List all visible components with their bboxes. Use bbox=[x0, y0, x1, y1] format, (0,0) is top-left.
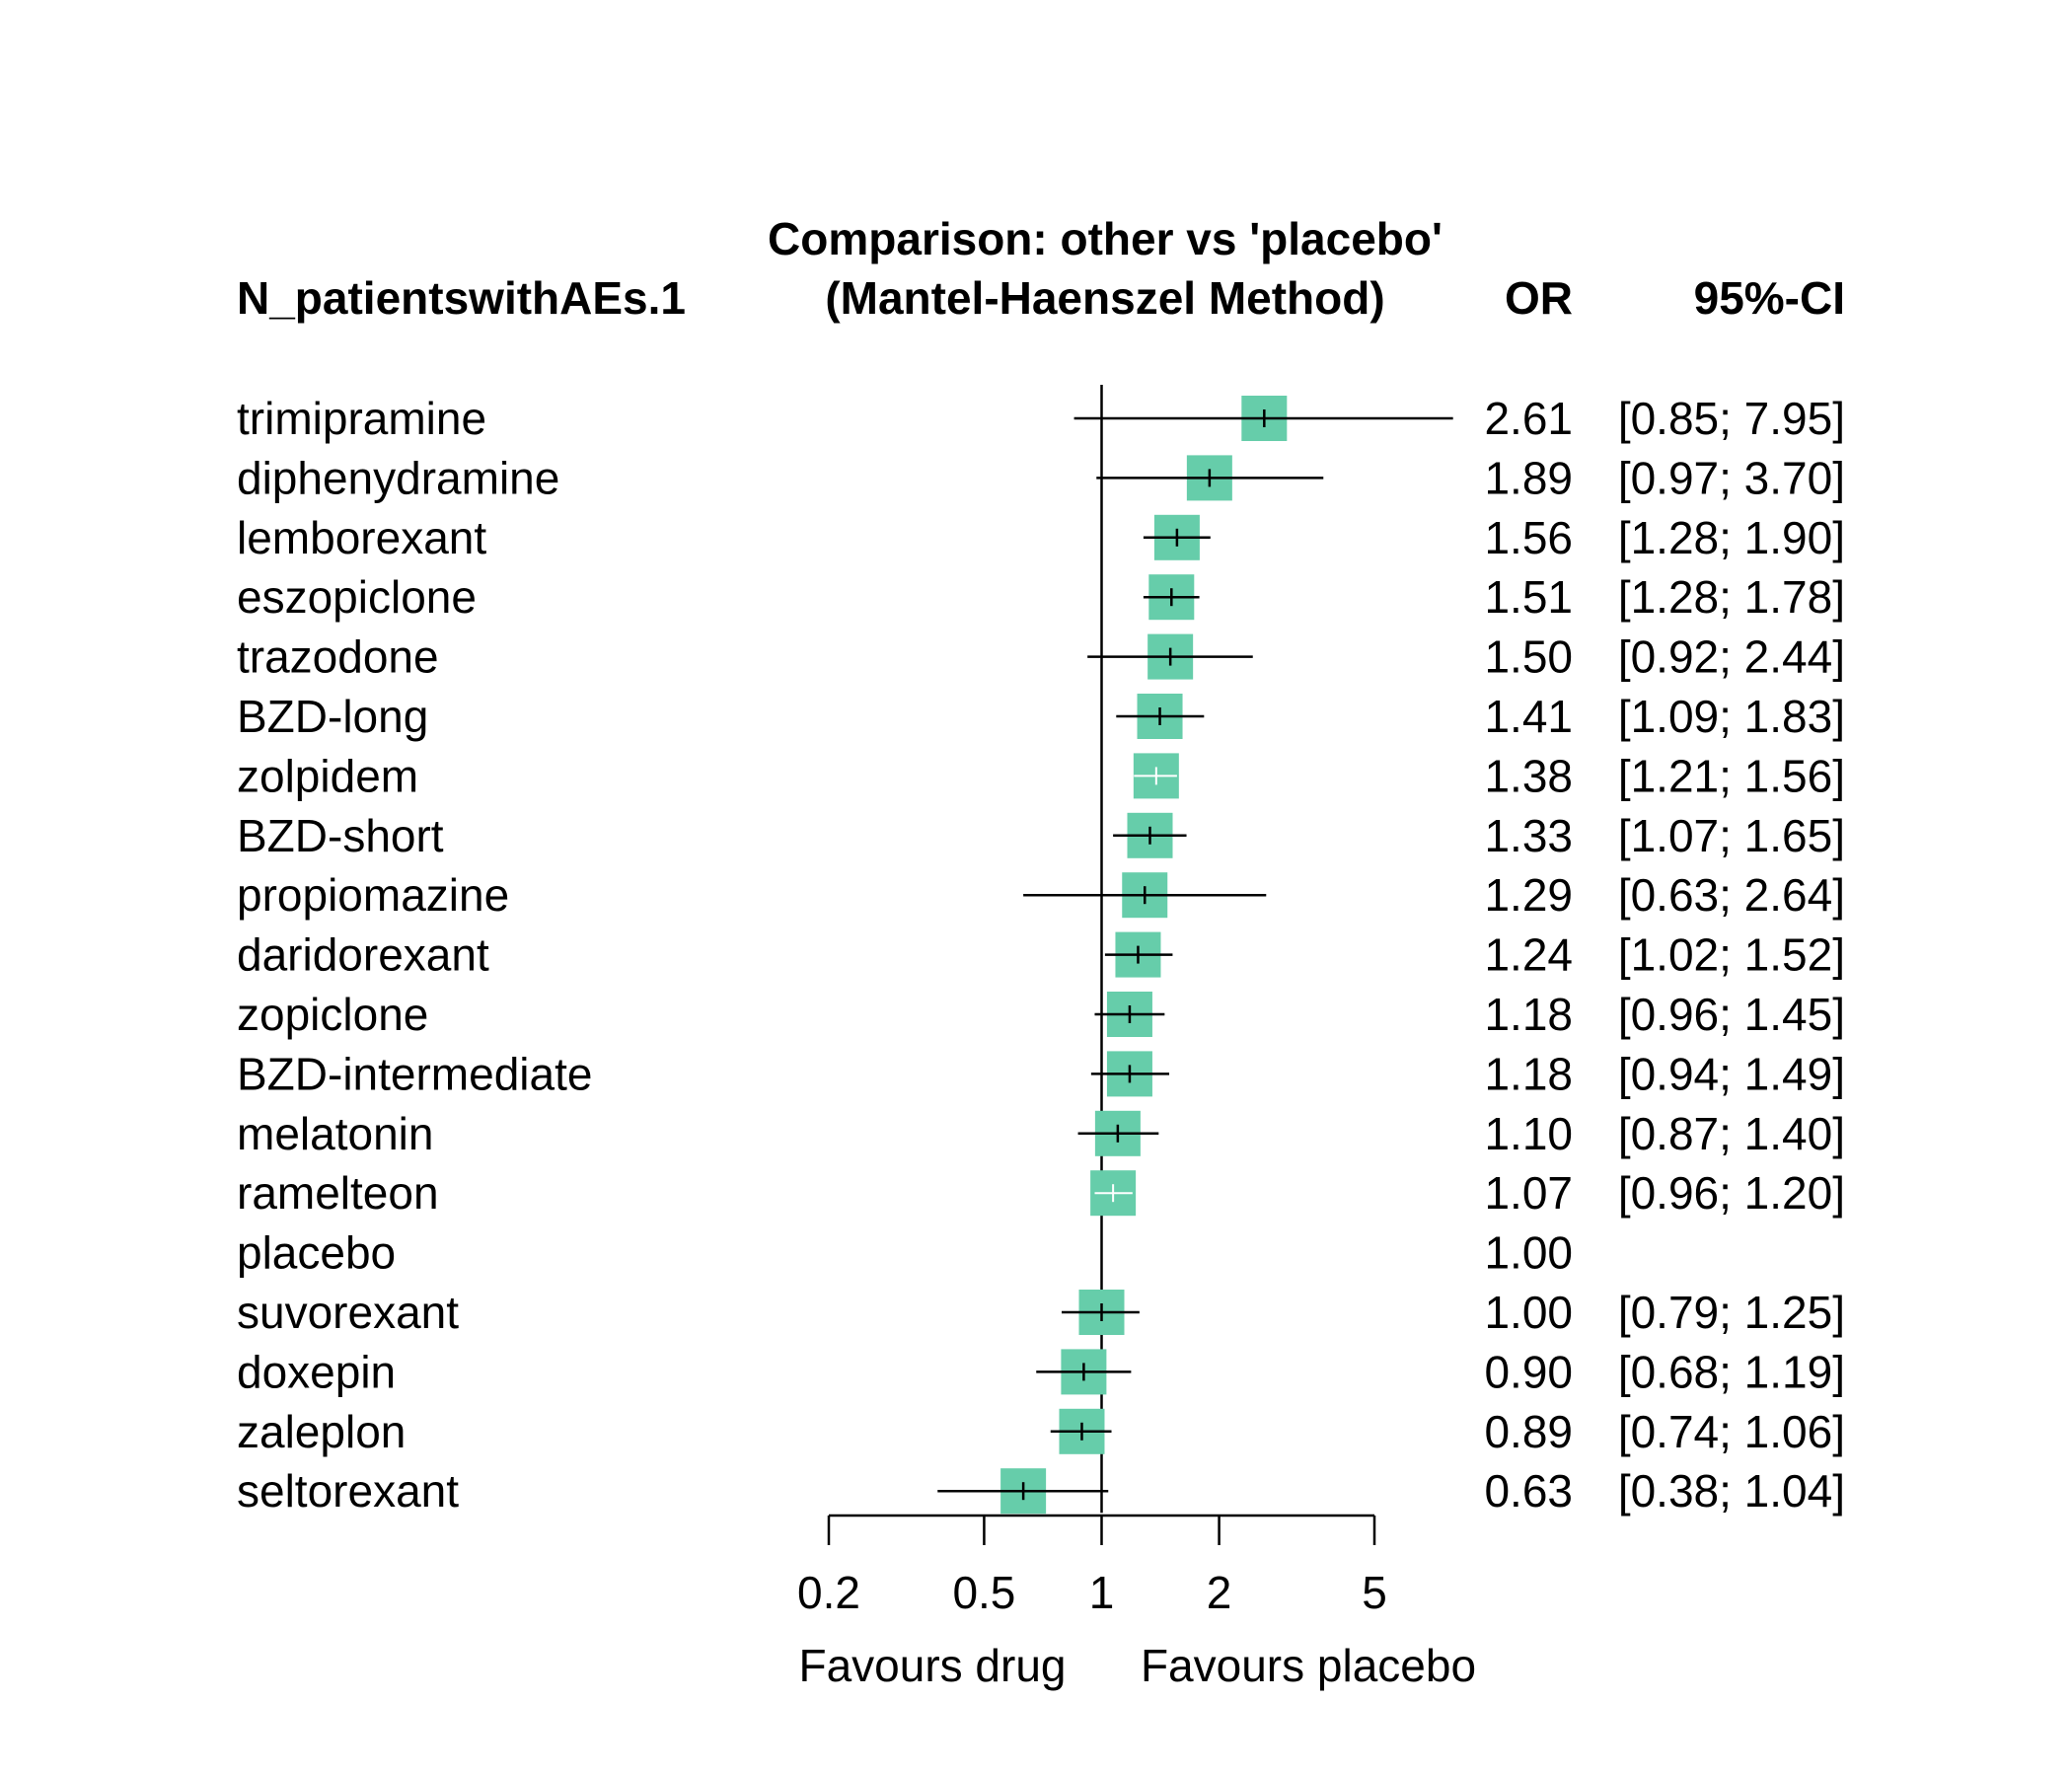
or-value: 2.61 bbox=[1484, 393, 1573, 444]
or-value: 1.00 bbox=[1484, 1287, 1573, 1338]
ci-value: [1.28; 1.90] bbox=[1618, 512, 1845, 563]
ci-value: [1.09; 1.83] bbox=[1618, 691, 1845, 742]
or-value: 1.24 bbox=[1484, 929, 1573, 981]
comparison-title: Comparison: other vs 'placebo' bbox=[768, 213, 1443, 264]
ci-value: [0.94; 1.49] bbox=[1618, 1048, 1845, 1099]
row-label: propiomazine bbox=[237, 869, 509, 921]
or-value: 1.18 bbox=[1484, 989, 1573, 1040]
x-axis: 0.2 0.5 1 2 5 bbox=[797, 1514, 1387, 1618]
ci-column-header: 95%-CI bbox=[1694, 272, 1845, 324]
row-label: diphenydramine bbox=[237, 452, 559, 503]
row-label: melatonin bbox=[237, 1108, 433, 1159]
row-label: doxepin bbox=[237, 1346, 396, 1397]
row-label: daridorexant bbox=[237, 929, 489, 981]
row-label: BZD-long bbox=[237, 691, 428, 742]
ci-value: [0.96; 1.20] bbox=[1618, 1167, 1845, 1219]
or-value: 0.63 bbox=[1484, 1465, 1573, 1517]
or-value: 0.89 bbox=[1484, 1406, 1573, 1457]
favours-drug-label: Favours drug bbox=[798, 1640, 1066, 1691]
x-tick-label: 2 bbox=[1207, 1567, 1232, 1618]
or-value: 1.41 bbox=[1484, 691, 1573, 742]
ci-value: [0.74; 1.06] bbox=[1618, 1406, 1845, 1457]
or-value: 1.00 bbox=[1484, 1227, 1573, 1279]
ci-value: [1.28; 1.78] bbox=[1618, 571, 1845, 623]
ci-value: [0.63; 2.64] bbox=[1618, 869, 1845, 921]
row-label: zaleplon bbox=[237, 1406, 406, 1457]
or-value: 1.50 bbox=[1484, 631, 1573, 683]
x-tick-label: 0.5 bbox=[952, 1567, 1015, 1618]
row-label: zopiclone bbox=[237, 989, 428, 1040]
or-value: 1.18 bbox=[1484, 1048, 1573, 1099]
ci-value: [1.02; 1.52] bbox=[1618, 929, 1845, 981]
outcome-label: N_patientswithAEs.1 bbox=[237, 272, 686, 324]
ci-value: [1.07; 1.65] bbox=[1618, 810, 1845, 861]
ci-value: [1.21; 1.56] bbox=[1618, 750, 1845, 801]
or-value: 1.51 bbox=[1484, 571, 1573, 623]
ci-value: [0.38; 1.04] bbox=[1618, 1465, 1845, 1517]
row-label: zolpidem bbox=[237, 750, 418, 801]
x-tick-label: 1 bbox=[1089, 1567, 1115, 1618]
or-value: 1.10 bbox=[1484, 1108, 1573, 1159]
method-label: (Mantel-Haenszel Method) bbox=[825, 272, 1384, 324]
ci-value: [0.79; 1.25] bbox=[1618, 1287, 1845, 1338]
row-label: seltorexant bbox=[237, 1465, 459, 1517]
or-value: 1.07 bbox=[1484, 1167, 1573, 1219]
row-label: BZD-intermediate bbox=[237, 1048, 592, 1099]
ci-value: [0.92; 2.44] bbox=[1618, 631, 1845, 683]
forest-rows: trimipramine 2.61 [0.85; 7.95] diphenydrami… bbox=[237, 385, 1845, 1517]
row-label: eszopiclone bbox=[237, 571, 477, 623]
x-tick-label: 5 bbox=[1362, 1567, 1387, 1618]
row-label: trazodone bbox=[237, 631, 439, 683]
row-label: suvorexant bbox=[237, 1287, 459, 1338]
or-value: 1.89 bbox=[1484, 452, 1573, 503]
ci-value: [0.87; 1.40] bbox=[1618, 1108, 1845, 1159]
ci-value: [0.68; 1.19] bbox=[1618, 1346, 1845, 1397]
ci-value: [0.96; 1.45] bbox=[1618, 989, 1845, 1040]
x-tick-label: 0.2 bbox=[797, 1567, 860, 1618]
or-value: 1.29 bbox=[1484, 869, 1573, 921]
row-label: placebo bbox=[237, 1227, 396, 1279]
or-column-header: OR bbox=[1505, 272, 1573, 324]
ci-value: [0.97; 3.70] bbox=[1618, 452, 1845, 503]
row-label: BZD-short bbox=[237, 810, 444, 861]
row-label: trimipramine bbox=[237, 393, 486, 444]
row-label: ramelteon bbox=[237, 1167, 439, 1219]
or-value: 0.90 bbox=[1484, 1346, 1573, 1397]
ci-value: [0.85; 7.95] bbox=[1618, 393, 1845, 444]
or-value: 1.33 bbox=[1484, 810, 1573, 861]
or-value: 1.38 bbox=[1484, 750, 1573, 801]
favours-placebo-label: Favours placebo bbox=[1141, 1640, 1476, 1691]
or-value: 1.56 bbox=[1484, 512, 1573, 563]
row-label: lemborexant bbox=[237, 512, 486, 563]
